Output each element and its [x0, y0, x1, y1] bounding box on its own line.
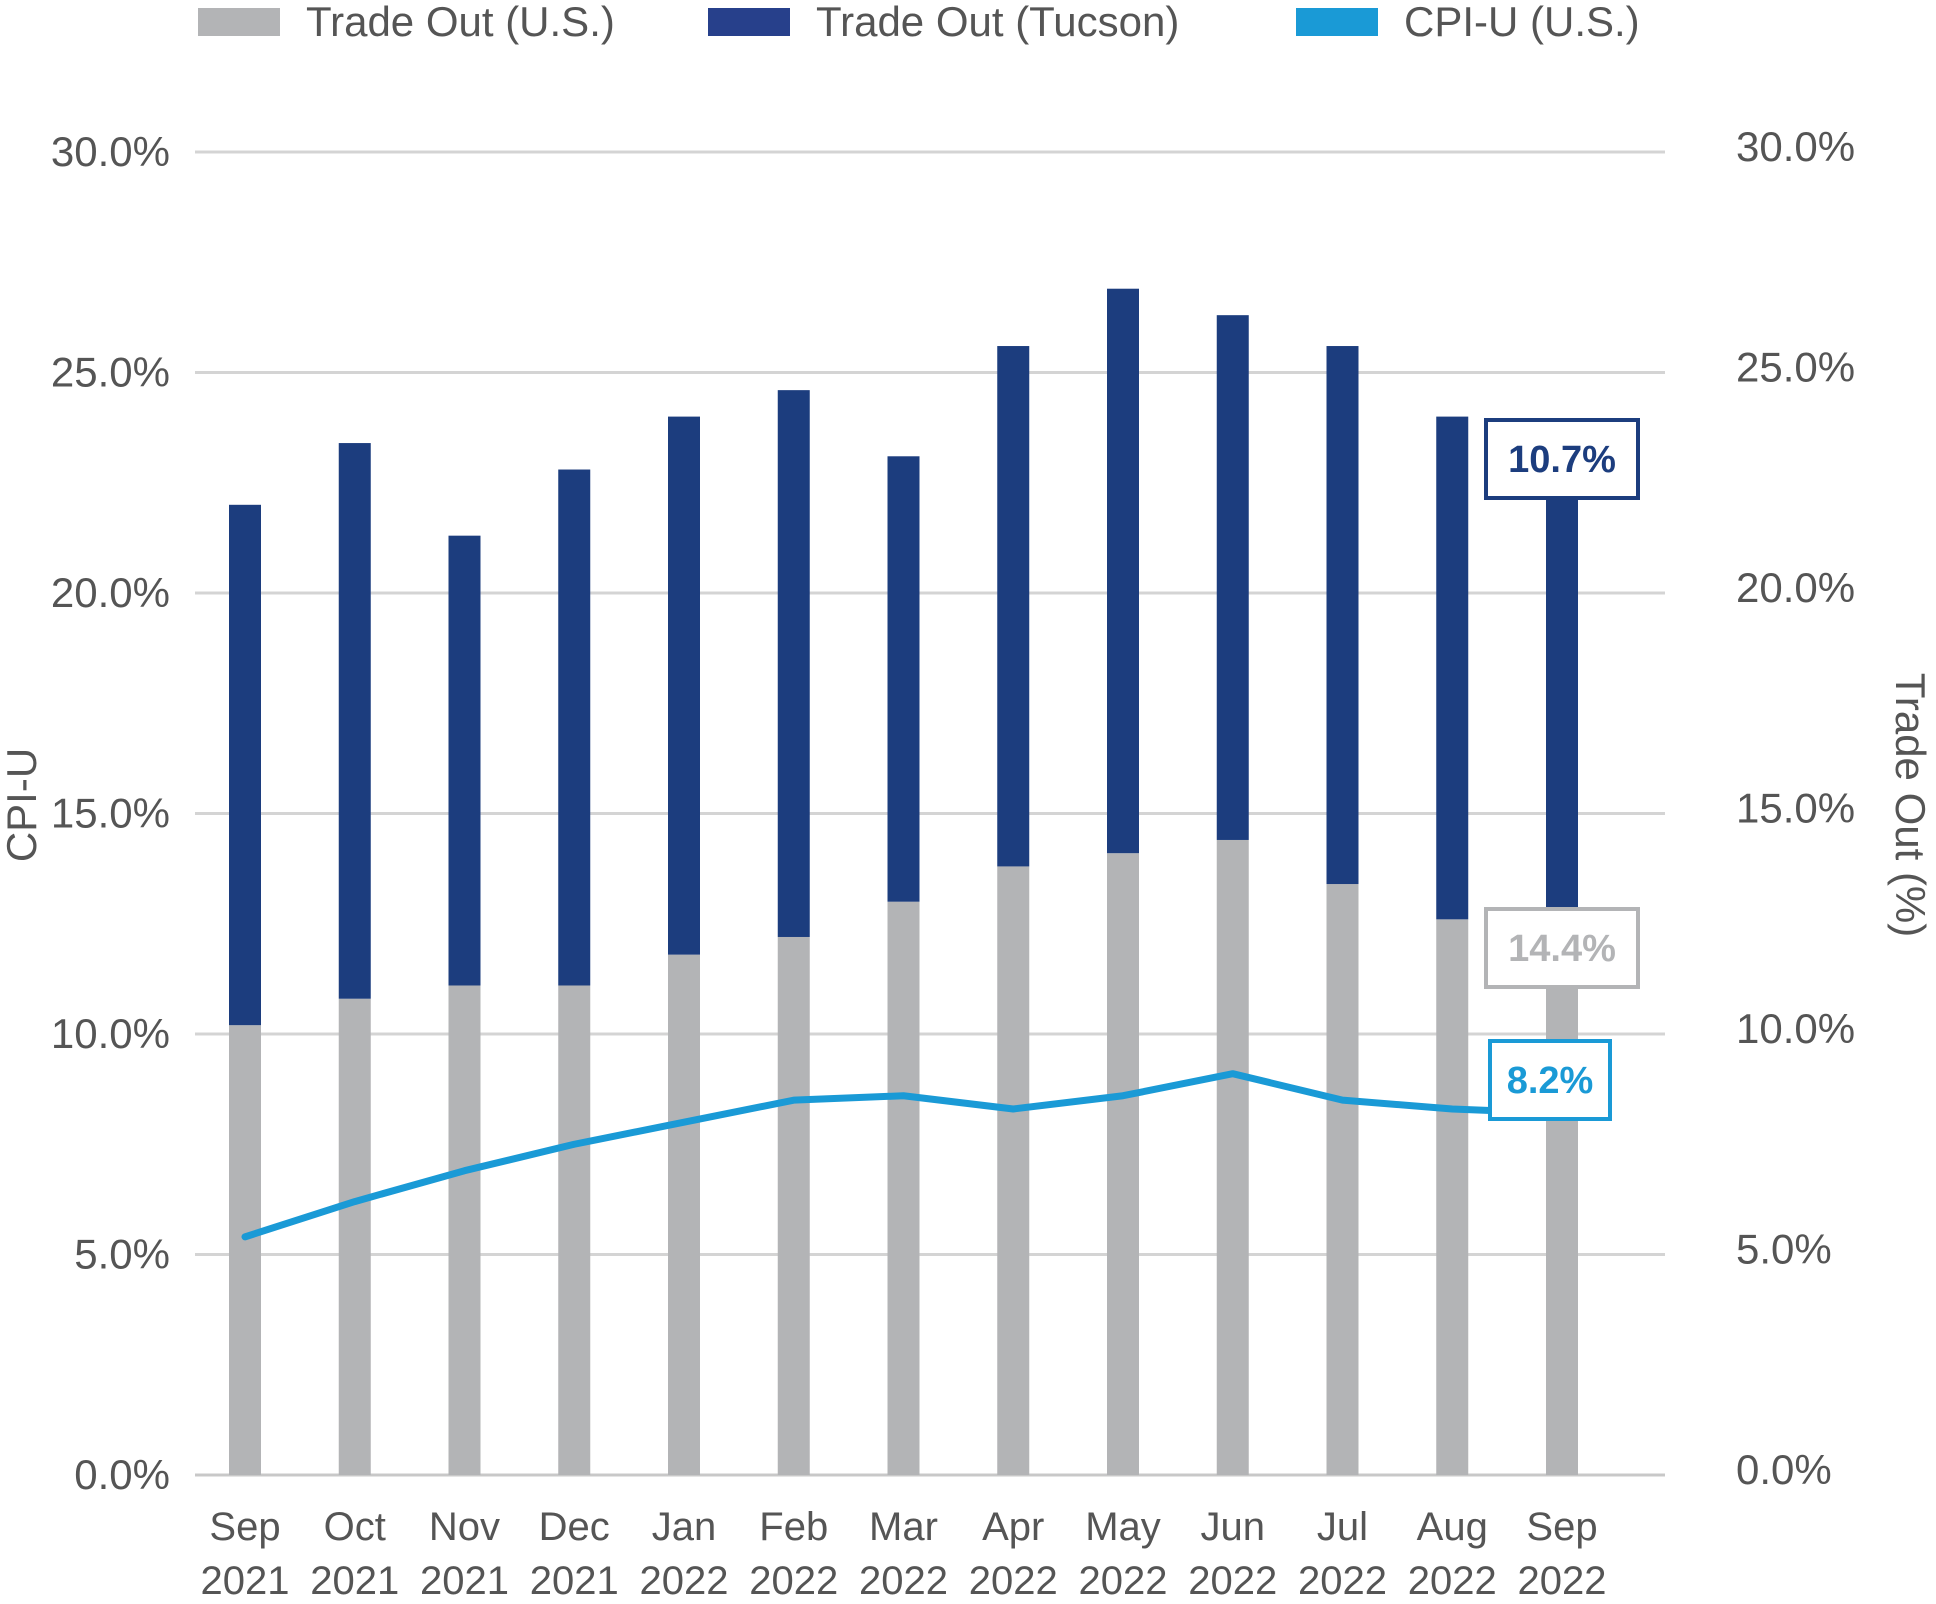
bar-trade-out-us: [1546, 910, 1578, 1475]
x-tick-year: 2022: [1298, 1559, 1387, 1603]
bar-trade-out-tucson: [668, 416, 700, 955]
x-tick-year: 2021: [201, 1559, 290, 1603]
left-tick-label: 0.0%: [74, 1451, 170, 1498]
right-tick-label: 30.0%: [1736, 123, 1855, 170]
left-tick-label: 20.0%: [51, 569, 170, 616]
bar-trade-out-tucson: [338, 443, 371, 999]
x-tick-year: 2022: [1079, 1559, 1168, 1603]
bar-trade-out-tucson: [997, 346, 1030, 867]
bar-trade-out-tucson: [1216, 315, 1249, 840]
x-tick-month: Jun: [1201, 1505, 1266, 1549]
legend-swatch: [708, 8, 790, 36]
x-axis: Sep 2021 Oct 2021 Nov 2021 Dec 2021 Jan 2022 Feb 20…: [201, 1505, 1607, 1603]
bar-trade-out-us: [1326, 884, 1359, 1475]
x-tick-year: 2021: [420, 1559, 509, 1603]
callout-label: 10.7%: [1508, 439, 1616, 481]
x-tick-year: 2022: [640, 1559, 729, 1603]
x-tick-month: Oct: [324, 1505, 386, 1549]
bar-trade-out-tucson: [1436, 416, 1469, 920]
right-tick-label: 25.0%: [1736, 344, 1855, 391]
x-tick-month: Feb: [759, 1505, 828, 1549]
legend-label: Trade Out (U.S.): [306, 0, 615, 45]
legend-label: Trade Out (Tucson): [816, 0, 1179, 45]
callout-box: [1484, 418, 1640, 500]
bar-trade-out-us: [1107, 853, 1139, 1475]
x-tick-month: Jan: [652, 1505, 717, 1549]
right-tick-label: 10.0%: [1736, 1005, 1855, 1052]
left-axis: 0.0% 5.0% 10.0% 15.0% 20.0% 25.0% 30.0%: [51, 128, 170, 1498]
bar-trade-out-us: [997, 866, 1030, 1475]
x-tick-year: 2021: [310, 1559, 399, 1603]
left-axis-title: CPI-U: [0, 748, 45, 862]
x-tick-month: Jul: [1317, 1505, 1368, 1549]
bar-trade-out-tucson: [777, 390, 810, 937]
x-tick-month: Aug: [1417, 1505, 1488, 1549]
bar-trade-out-us: [887, 901, 920, 1475]
bar-trade-out-tucson: [887, 456, 920, 902]
x-tick-month: Sep: [209, 1505, 280, 1549]
bar-trade-out-us: [668, 954, 700, 1475]
x-tick-month: Nov: [429, 1505, 500, 1549]
x-tick-month: Mar: [869, 1505, 938, 1549]
x-tick-month: Dec: [539, 1505, 610, 1549]
legend-swatch: [1296, 8, 1378, 36]
right-tick-label: 5.0%: [1736, 1226, 1832, 1273]
bar-trade-out-us: [777, 936, 810, 1475]
left-tick-label: 25.0%: [51, 349, 170, 396]
bar-trade-out-tucson: [448, 535, 481, 986]
x-tick-year: 2022: [1408, 1559, 1497, 1603]
callout-label: 8.2%: [1507, 1060, 1594, 1102]
bar-trade-out-us: [558, 985, 591, 1475]
bar-trade-out-us: [1216, 839, 1249, 1475]
x-tick-month: Sep: [1526, 1505, 1597, 1549]
right-axis-title: Trade Out (%): [1887, 673, 1934, 938]
left-tick-label: 10.0%: [51, 1010, 170, 1057]
bar-trade-out-us: [1436, 919, 1469, 1475]
bar-trade-out-us: [338, 998, 371, 1475]
bar-trade-out-us: [229, 1025, 261, 1475]
gridlines: [195, 150, 1665, 1477]
x-tick-year: 2022: [1518, 1559, 1607, 1603]
bar-trade-out-tucson: [1326, 346, 1359, 885]
legend-swatch: [198, 8, 280, 36]
left-tick-label: 5.0%: [74, 1231, 170, 1278]
right-tick-label: 0.0%: [1736, 1446, 1832, 1493]
left-tick-label: 15.0%: [51, 790, 170, 837]
bar-trade-out-tucson: [558, 469, 591, 986]
left-tick-label: 30.0%: [51, 128, 170, 175]
right-tick-label: 15.0%: [1736, 785, 1855, 832]
x-tick-year: 2022: [1188, 1559, 1277, 1603]
bar-trade-out-us: [448, 985, 481, 1475]
bars: [229, 288, 1578, 1475]
x-tick-year: 2022: [749, 1559, 838, 1603]
x-tick-month: Apr: [982, 1505, 1044, 1549]
bar-trade-out-tucson: [1107, 288, 1139, 854]
x-tick-year: 2021: [530, 1559, 619, 1603]
x-tick-year: 2022: [859, 1559, 948, 1603]
x-tick-year: 2022: [969, 1559, 1058, 1603]
cpi-line: [241, 1070, 1566, 1241]
right-tick-label: 20.0%: [1736, 564, 1855, 611]
x-tick-month: May: [1085, 1505, 1161, 1549]
bar-trade-out-tucson: [229, 504, 261, 1026]
callout-box: [1488, 1039, 1612, 1121]
callout-box: [1484, 907, 1640, 989]
callouts: 10.7% 14.4% 8.2%: [1484, 418, 1640, 1121]
legend-label: CPI-U (U.S.): [1404, 0, 1640, 45]
callout-label: 14.4%: [1508, 928, 1616, 970]
right-axis: 0.0% 5.0% 10.0% 15.0% 20.0% 25.0% 30.0%: [1736, 123, 1855, 1493]
legend: Trade Out (U.S.) Trade Out (Tucson) CPI-U …: [198, 0, 1640, 45]
bar-trade-out-tucson: [1546, 438, 1578, 911]
